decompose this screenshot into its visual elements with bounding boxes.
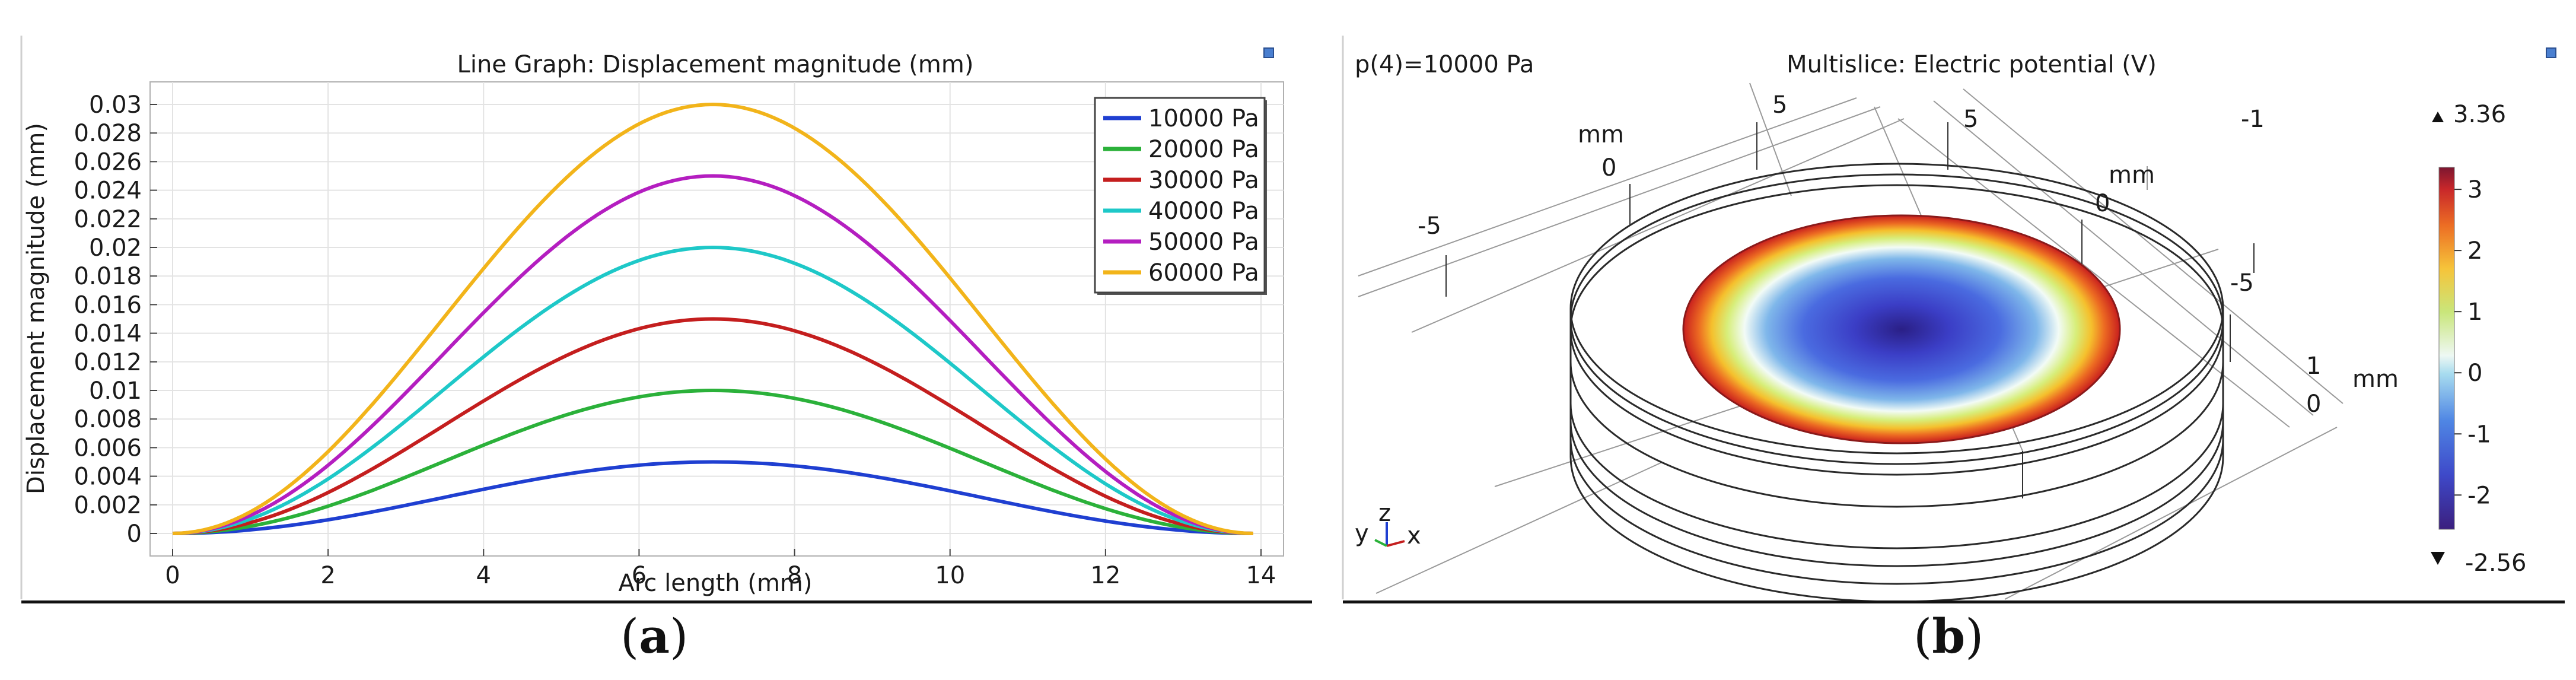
multislice-plot: p(4)=10000 Pa Multislice: Electric poten… <box>1342 36 2527 602</box>
legend-box <box>1094 97 1266 294</box>
legend-label: 40000 Pa <box>1148 198 1259 225</box>
y-tick-label: 0.012 <box>74 349 142 376</box>
colorbar-tick-label: -2 <box>2467 482 2491 509</box>
triad-z: z <box>1378 500 1391 527</box>
legend-label: 20000 Pa <box>1148 136 1259 163</box>
colorbar-min-label: -2.56 <box>2465 549 2527 577</box>
y-tick-label: 0.004 <box>74 463 142 491</box>
x-tick-label: 4 <box>476 562 491 589</box>
y-tick-label: 0.008 <box>74 406 142 433</box>
divider-b <box>1343 600 2565 603</box>
x-tick-label: 14 <box>1246 562 1276 589</box>
x-tick-label: 6 <box>632 562 647 589</box>
panel-b: p(4)=10000 Pa Multislice: Electric poten… <box>1340 0 2576 602</box>
x-axis: 0 2 4 6 8 10 12 14 <box>165 549 1276 589</box>
legend-label: 10000 Pa <box>1148 105 1259 132</box>
y-tick-label: 0 <box>127 520 142 548</box>
axis-label-five-center: 5 <box>1963 106 1978 133</box>
axis-label-zero-center: 0 <box>2095 190 2110 217</box>
axis-label-minus-five-right: -5 <box>2230 269 2254 297</box>
colorbar-tick-label: 1 <box>2467 298 2482 326</box>
sublabel-b: (b) <box>1913 608 1984 664</box>
axis-label-minus-one: -1 <box>2241 106 2265 133</box>
colorbar-scale <box>2438 167 2455 530</box>
export-icon-b[interactable] <box>2546 47 2556 58</box>
series-line-20000-pa <box>172 388 1253 535</box>
y-tick-label: 0.028 <box>74 120 142 147</box>
x-axis-label: Arc length (mm) <box>619 570 813 597</box>
axis-label-mm-right: mm <box>2352 366 2399 393</box>
grid <box>150 82 1284 556</box>
colorbar-tick-label: 2 <box>2467 237 2482 265</box>
series-group <box>172 102 1253 535</box>
colorbar-tick-label: -1 <box>2467 421 2491 448</box>
chart-title: Line Graph: Displacement magnitude (mm) <box>457 51 974 78</box>
axis-label-mm-center: mm <box>2109 161 2155 189</box>
cylinder-outline <box>1569 163 2224 602</box>
x-tick-label: 8 <box>787 562 802 589</box>
series-line-10000-pa <box>172 460 1253 535</box>
tick-marks <box>1445 122 2255 498</box>
potential-slice <box>1682 214 2121 444</box>
export-icon-a[interactable] <box>1263 47 1274 58</box>
y-tick-label: 0.01 <box>89 377 142 405</box>
sublabel-a: (a) <box>620 608 689 664</box>
sublabel-b-text: b <box>1932 608 1966 664</box>
legend-label: 30000 Pa <box>1148 167 1259 194</box>
y-tick-label: 0.002 <box>74 492 142 519</box>
y-tick-label: 0.024 <box>74 177 142 205</box>
sublabel-a-text: a <box>639 608 670 664</box>
axis-label-five-left: 5 <box>1772 91 1787 119</box>
series-line-60000-pa <box>172 102 1253 535</box>
panel-a: Line Graph: Displacement magnitude (mm) … <box>0 0 1305 602</box>
y-axis: 00.0020.0040.0060.0080.010.0120.0140.016… <box>74 91 157 548</box>
series-line-30000-pa <box>172 317 1253 535</box>
axis-label-one-right: 1 <box>2306 352 2321 380</box>
y-tick-label: 0.014 <box>74 320 142 348</box>
y-tick-label: 0.018 <box>74 263 142 290</box>
legend: 10000 Pa 20000 Pa 30000 Pa 40000 Pa 50000 Pa… <box>1094 97 1267 295</box>
line-chart: Line Graph: Displacement magnitude (mm) … <box>20 36 1284 599</box>
colorbar-max-label: 3.36 <box>2453 101 2506 128</box>
axis-triad: y z x <box>1355 500 1421 549</box>
axis-label-zero-left: 0 <box>1601 154 1616 182</box>
x-tick-label: 10 <box>935 562 965 589</box>
y-tick-label: 0.006 <box>74 434 142 462</box>
axis-label-minus-five-left: -5 <box>1418 212 1441 240</box>
y-tick-label: 0.026 <box>74 148 142 176</box>
parameter-text: p(4)=10000 Pa <box>1355 51 1534 78</box>
y-tick-label: 0.02 <box>89 234 142 262</box>
axis-label-zero-right: 0 <box>2306 390 2321 418</box>
y-tick-label: 0.016 <box>74 291 142 319</box>
axis-text: mm 0 5 5 -1 mm 0 -5 -5 1 0 mm <box>1418 91 2399 418</box>
triad-x: x <box>1407 522 1421 549</box>
y-axis-label: Displacement magnitude (mm) <box>23 123 50 494</box>
colorbar: 3.36 3 2 1 0 -1 -2 -2.56 <box>2431 101 2527 577</box>
legend-label: 60000 Pa <box>1148 259 1259 287</box>
min-triangle-icon <box>2431 552 2445 565</box>
colorbar-ticks: 3 2 1 0 -1 -2 <box>2454 176 2491 509</box>
x-tick-label: 2 <box>320 562 335 589</box>
series-line-40000-pa <box>172 245 1253 535</box>
colorbar-tick-label: 0 <box>2467 360 2482 387</box>
x-tick-label: 12 <box>1090 562 1120 589</box>
x-tick-label: 0 <box>165 562 180 589</box>
y-tick-label: 0.022 <box>74 206 142 233</box>
axis-label-mm-left: mm <box>1578 121 1624 148</box>
max-triangle-icon <box>2432 112 2444 122</box>
plot-title: Multislice: Electric potential (V) <box>1787 51 2157 78</box>
colorbar-tick-label: 3 <box>2467 176 2482 204</box>
legend-label: 50000 Pa <box>1148 228 1259 256</box>
y-tick-label: 0.03 <box>89 91 142 119</box>
divider-a <box>21 600 1312 603</box>
series-line-50000-pa <box>172 174 1253 535</box>
triad-y: y <box>1355 520 1369 547</box>
